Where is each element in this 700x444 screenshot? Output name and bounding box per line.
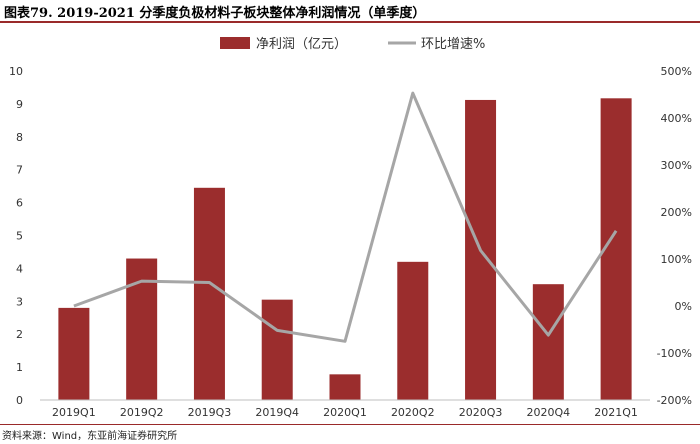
- y-right-tick-label: 500%: [661, 65, 692, 78]
- y-right-tick-label: 100%: [661, 253, 692, 266]
- y-left-tick-label: 10: [9, 65, 23, 78]
- chart-title: 图表79. 2019-2021 分季度负极材料子板块整体净利润情况（单季度）: [4, 6, 426, 21]
- chart: 净利润（亿元） 环比增速% 0 1 2 3 4 5 6 7 8 9 10 -200% -100% 0% 10…: [9, 37, 692, 419]
- y-left-tick-label: 5: [16, 230, 23, 243]
- legend-label-line: 环比增速%: [421, 37, 485, 52]
- legend: 净利润（亿元） 环比增速%: [220, 37, 485, 52]
- bar: [532, 284, 564, 400]
- y-right-tick-label: 400%: [661, 112, 692, 125]
- plot-area: 0 1 2 3 4 5 6 7 8 9 10 -200% -100% 0% 100% 200% 300% 400%…: [9, 65, 692, 419]
- bar: [58, 307, 90, 400]
- y-left-tick-label: 4: [16, 262, 23, 275]
- legend-label-bar: 净利润（亿元）: [256, 37, 347, 52]
- bar: [193, 187, 225, 400]
- y-left-tick-label: 9: [16, 98, 23, 111]
- y-right-tick-label: 200%: [661, 206, 692, 219]
- y-left-tick-label: 8: [16, 131, 23, 144]
- legend-swatch-bar: [220, 37, 250, 49]
- y-right-tick-label: -100%: [657, 347, 692, 360]
- x-tick-label: 2020Q1: [323, 406, 367, 419]
- x-tick-label: 2020Q3: [459, 406, 503, 419]
- series-line: [73, 91, 618, 343]
- bar: [329, 374, 361, 400]
- x-tick-label: 2019Q2: [120, 406, 164, 419]
- y-left-tick-label: 7: [16, 164, 23, 177]
- bar: [397, 261, 429, 400]
- y-left-tick-label: 3: [16, 295, 23, 308]
- y-right-tick-label: 0%: [675, 300, 692, 313]
- x-tick-label: 2019Q3: [188, 406, 232, 419]
- y-left-tick-label: 6: [16, 197, 23, 210]
- x-tick-label: 2021Q1: [594, 406, 638, 419]
- source-rule: [0, 424, 700, 425]
- x-tick-label: 2020Q4: [527, 406, 571, 419]
- y-right-tick-label: 300%: [661, 159, 692, 172]
- x-tick-label: 2019Q1: [52, 406, 96, 419]
- y-left-tick-label: 2: [16, 328, 23, 341]
- y-right-tick-label: -200%: [657, 394, 692, 407]
- y-left-tick-label: 0: [16, 394, 23, 407]
- bar: [261, 299, 293, 400]
- source-note: 资料来源：Wind，东亚前海证券研究所: [2, 431, 178, 442]
- title-rule: [0, 21, 700, 23]
- x-tick-label: 2020Q2: [391, 406, 435, 419]
- x-tick-label: 2019Q4: [255, 406, 299, 419]
- y-left-tick-label: 1: [16, 361, 23, 374]
